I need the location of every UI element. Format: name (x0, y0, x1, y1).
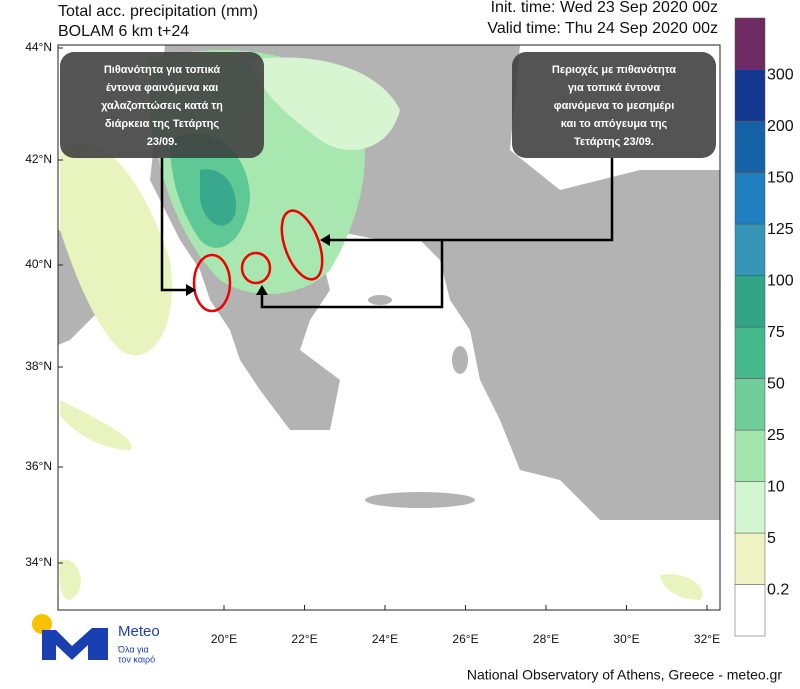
colorbar-segment (734, 481, 766, 534)
logo: Meteo Όλα για τον καιρό (32, 614, 160, 664)
lon-label: 20°E (211, 632, 237, 646)
colorbar-label: 10 (767, 479, 785, 496)
colorbar-segment (734, 429, 766, 482)
colorbar-label: 150 (767, 170, 794, 187)
footer: National Observatory of Athens, Greece -… (467, 667, 782, 683)
lon-label: 22°E (291, 632, 317, 646)
init-time: Init. time: Wed 23 Sep 2020 00z (491, 0, 718, 16)
lon-label: 32°E (694, 632, 720, 646)
annotation-line: έντονα φαινόμενα και (106, 82, 218, 94)
colorbar-label: 75 (767, 324, 785, 341)
valid-time: Valid time: Thu 24 Sep 2020 00z (487, 20, 718, 37)
lon-label: 30°E (613, 632, 639, 646)
colorbar-label: 100 (767, 273, 794, 290)
annotation-line: χαλαζοπτώσεις κατά τη (101, 100, 223, 112)
logo-tagline: τον καιρό (118, 654, 155, 664)
colorbar-label: 0.2 (767, 582, 789, 599)
annotation-line: Περιοχές με πιθανότητα (552, 64, 676, 76)
logo-name: Meteo (118, 623, 160, 640)
annotation-line: φαινόμενα το μεσημέρι (554, 100, 675, 112)
lon-label: 28°E (533, 632, 559, 646)
colorbar-segment (734, 120, 766, 173)
annotation-line: Πιθανότητα για τοπικά (104, 64, 221, 76)
colorbar-segment (734, 584, 766, 637)
annotation-line: 23/09. (147, 136, 178, 148)
annotation-line: διάρκεια της Τετάρτης (105, 118, 220, 130)
lon-label: 24°E (372, 632, 398, 646)
colorbar-label: 125 (767, 221, 794, 238)
colorbar-segment (734, 172, 766, 225)
colorbar-segment (734, 223, 766, 276)
colorbar-label: 300 (767, 67, 794, 84)
colorbar-label: 25 (767, 427, 785, 444)
colorbar-label: 5 (767, 530, 776, 547)
lat-label: 36°N (25, 459, 52, 473)
lat-label: 34°N (25, 555, 52, 569)
lat-label: 44°N (25, 40, 52, 54)
colorbar-segment (734, 17, 766, 70)
colorbar-segment (734, 69, 766, 122)
logo-tagline: Όλα για (117, 644, 149, 654)
title-line: BOLAM 6 km t+24 (58, 23, 189, 40)
colorbar-segment (734, 378, 766, 431)
lat-label: 40°N (25, 257, 52, 271)
colorbar-segment (734, 326, 766, 379)
lon-label: 26°E (452, 632, 478, 646)
colorbar-label: 200 (767, 118, 794, 135)
colorbar-label: 50 (767, 376, 785, 393)
annotation-line: Τετάρτης 23/09. (574, 136, 654, 148)
lat-label: 42°N (25, 152, 52, 166)
colorbar-segment (734, 532, 766, 585)
annotation-line: και το απόγευμα της (561, 118, 668, 130)
title-line: Total acc. precipitation (mm) (58, 3, 258, 20)
lat-label: 38°N (25, 359, 52, 373)
colorbar-segment (734, 275, 766, 328)
annotations: Πιθανότητα για τοπικά έντονα φαινόμενα κα… (60, 52, 716, 313)
annotation-line: για τοπικά έντονα (568, 82, 661, 94)
